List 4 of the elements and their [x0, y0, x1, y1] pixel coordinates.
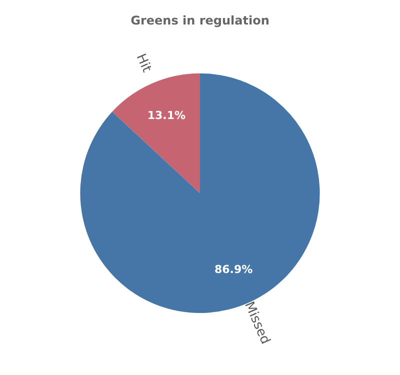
chart-title: Greens in regulation [130, 13, 270, 28]
slice-label: Hit [132, 52, 154, 75]
data-label: 86.9% [214, 262, 253, 276]
data-label: 13.1% [147, 109, 186, 122]
